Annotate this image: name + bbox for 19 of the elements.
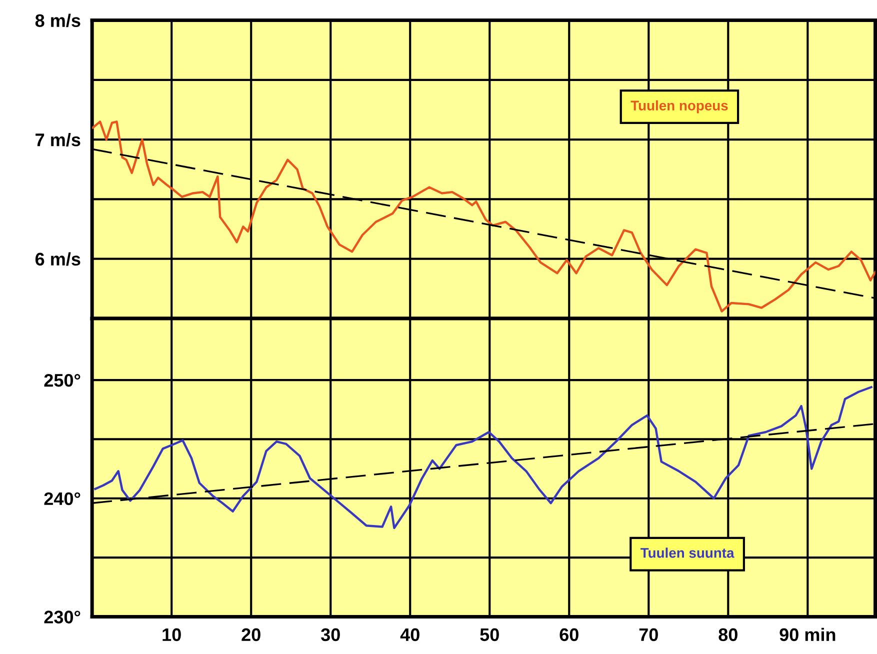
y-tick-label: 6 m/s [35,252,80,266]
y-tick-label: 7 m/s [36,133,80,146]
y-tick-label: 8 m/s [35,14,80,28]
x-tick-label: 50 [480,628,499,642]
x-tick-label: 60 [560,628,578,642]
text: Tuulen nopeus [630,100,728,114]
text: Tuulen suunta [640,548,734,558]
x-tick-label: 90 min [780,628,836,642]
x-tick-label: 30 [320,628,340,642]
y-tick-label: 240° [44,492,80,506]
line-series [92,120,876,312]
y-tick-label: 230° [44,610,80,624]
y-tick-label: 250° [44,374,80,387]
x-tick-label: 80 [718,628,738,642]
x-tick-label: 20 [242,628,260,642]
x-tick-label: 10 [162,628,181,642]
x-tick-label: 70 [639,628,658,642]
x-tick-label: 40 [400,628,420,642]
line-series [94,386,872,530]
